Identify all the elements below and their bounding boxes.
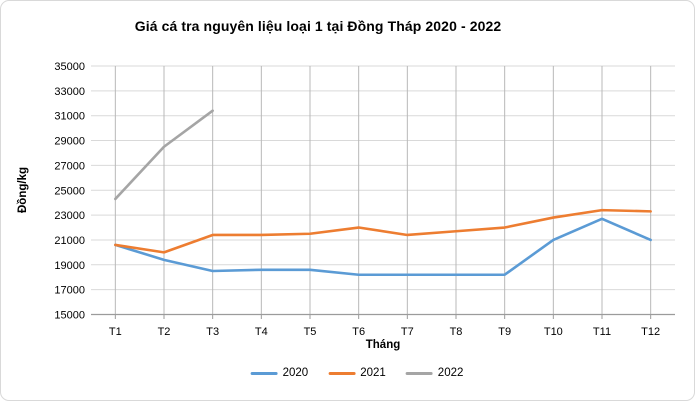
y-tick-label: 29000 bbox=[54, 136, 85, 148]
y-tick-label: 21000 bbox=[54, 235, 85, 247]
legend-label-2022: 2022 bbox=[437, 367, 464, 379]
legend-label-2021: 2021 bbox=[360, 367, 386, 379]
chart-legend: 2020 2021 2022 bbox=[250, 367, 464, 379]
y-tick-label: 27000 bbox=[54, 160, 85, 172]
y-tick-label: 15000 bbox=[54, 310, 85, 322]
x-tick-label: T10 bbox=[544, 326, 563, 338]
series-line-2022 bbox=[114, 109, 214, 201]
x-tick-label: T3 bbox=[206, 326, 219, 338]
series-line-2020 bbox=[114, 217, 652, 277]
x-axis-title: Tháng bbox=[365, 339, 401, 351]
legend-item-2021: 2021 bbox=[328, 367, 386, 379]
chart-title: Giá cá tra nguyên liệu loại 1 tại Đồng T… bbox=[134, 18, 502, 34]
x-tick-label: T5 bbox=[304, 326, 317, 338]
x-tick-label: T12 bbox=[641, 326, 660, 338]
y-tick-label: 33000 bbox=[54, 86, 85, 98]
x-tick-label: T4 bbox=[255, 326, 268, 338]
legend-item-2020: 2020 bbox=[250, 367, 309, 379]
x-tick-label: T1 bbox=[109, 326, 122, 338]
series-line-2021 bbox=[114, 208, 652, 254]
y-tick-label: 19000 bbox=[54, 260, 85, 272]
x-tick-label: T11 bbox=[593, 326, 611, 338]
y-tick-label: 23000 bbox=[54, 210, 85, 222]
legend-item-2022: 2022 bbox=[405, 367, 464, 379]
legend-swatch-2022-line-icon bbox=[405, 371, 433, 375]
y-tick-label: 17000 bbox=[54, 285, 85, 297]
legend-label-2020: 2020 bbox=[282, 367, 309, 379]
x-tick-label: T6 bbox=[352, 326, 365, 338]
x-tick-label: T2 bbox=[158, 326, 171, 338]
x-tick-label: T8 bbox=[450, 326, 463, 338]
x-tick-label: T9 bbox=[498, 326, 511, 338]
x-tick-label: T7 bbox=[401, 326, 414, 338]
y-tick-label: 35000 bbox=[54, 61, 85, 73]
y-tick-label: 25000 bbox=[54, 185, 85, 197]
legend-swatch-2020-line-icon bbox=[250, 371, 278, 375]
y-tick-label: 31000 bbox=[54, 111, 85, 123]
legend-swatch-2021-line-icon bbox=[328, 371, 356, 375]
